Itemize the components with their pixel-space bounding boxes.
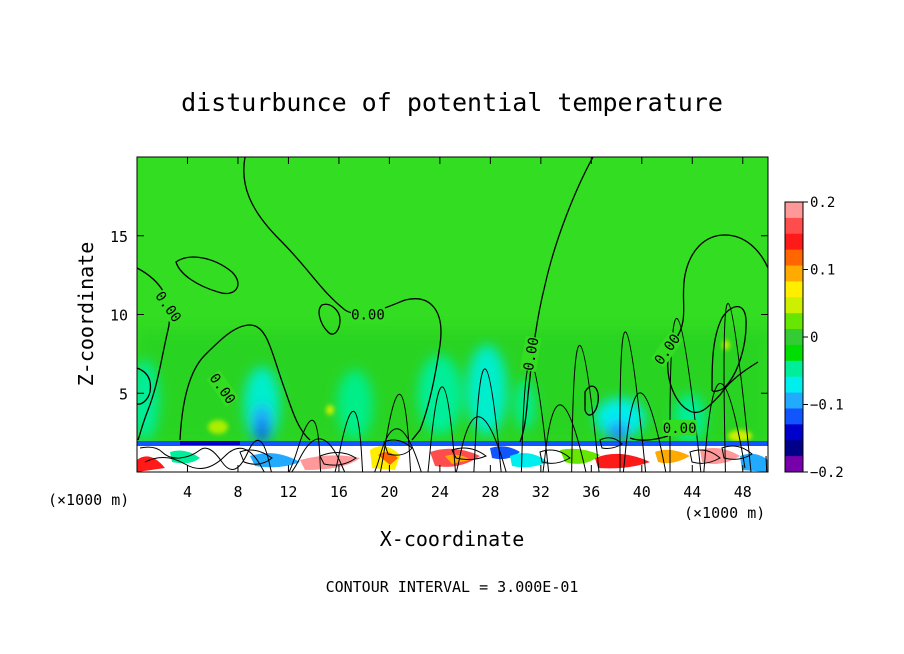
colorbar-swatch bbox=[785, 456, 803, 473]
x-tick-label: 20 bbox=[380, 483, 398, 501]
colorbar-swatch bbox=[785, 265, 803, 282]
contour-label: 0.00 bbox=[521, 336, 543, 372]
contour-label-bg bbox=[206, 370, 240, 408]
colorbar-swatch bbox=[785, 360, 803, 378]
y-tick-label: 5 bbox=[119, 385, 128, 403]
colorbar-swatch bbox=[785, 344, 803, 362]
colorbar-swatch bbox=[785, 249, 803, 267]
contour-label-bg bbox=[650, 330, 684, 368]
contour-label: 0.00 bbox=[663, 421, 697, 437]
x-tick-label: 32 bbox=[532, 483, 550, 501]
colorbar-swatch bbox=[785, 408, 803, 425]
chart-title: disturbunce of potential temperature bbox=[181, 88, 723, 117]
colorbar-tick-label: 0.1 bbox=[810, 263, 835, 279]
contour-label-bg bbox=[350, 306, 385, 323]
colorbar-swatch bbox=[785, 424, 803, 441]
colorbar-swatch bbox=[785, 233, 803, 251]
contour-label: 0.00 bbox=[351, 308, 385, 324]
x-tick-label: 4 bbox=[183, 483, 192, 501]
colorbar-swatch bbox=[785, 202, 803, 219]
surface-layer-colors bbox=[137, 441, 768, 472]
x-tick-label: 36 bbox=[582, 483, 600, 501]
x-tick-label: 12 bbox=[279, 483, 297, 501]
colorbar-tick-label: −0.2 bbox=[810, 465, 844, 481]
x-axis: 4 8 12 16 20 24 28 32 36 40 44 48 bbox=[183, 157, 752, 501]
colorbar-tick-label: 0.2 bbox=[810, 195, 835, 211]
field-cool-plumes bbox=[137, 345, 706, 445]
colorbar-swatch bbox=[785, 297, 803, 314]
x-tick-label: 28 bbox=[481, 483, 499, 501]
contour-label-bg bbox=[662, 419, 697, 436]
x-axis-label: X-coordinate bbox=[380, 527, 525, 551]
colorbar-swatch bbox=[785, 281, 803, 298]
x-tick-label: 24 bbox=[431, 483, 449, 501]
contour-label-bg bbox=[519, 335, 542, 373]
contour-interval-footer: CONTOUR INTERVAL = 3.000E-01 bbox=[326, 578, 579, 596]
surface-contours bbox=[139, 303, 768, 472]
colorbar: 0.2 0.1 0 −0.1 −0.2 bbox=[784, 195, 844, 481]
colorbar-tick-label: 0 bbox=[810, 330, 818, 346]
contour-label-bg bbox=[152, 288, 185, 326]
x-unit-right: (×1000 m) bbox=[684, 504, 765, 522]
y-axis: 5 10 15 bbox=[110, 228, 768, 403]
x-tick-label: 40 bbox=[633, 483, 651, 501]
colorbar-swatch bbox=[785, 376, 803, 394]
x-tick-label: 16 bbox=[330, 483, 348, 501]
y-tick-label: 15 bbox=[110, 228, 128, 246]
colorbar-swatch bbox=[785, 440, 803, 457]
y-tick-label: 10 bbox=[110, 307, 128, 325]
colorbar-swatch bbox=[785, 217, 803, 235]
x-unit-left: (×1000 m) bbox=[48, 491, 129, 509]
x-tick-label: 8 bbox=[233, 483, 242, 501]
colorbar-tick-label: −0.1 bbox=[810, 398, 844, 414]
colorbar-swatch bbox=[785, 313, 803, 330]
x-tick-label: 44 bbox=[683, 483, 701, 501]
x-tick-label: 48 bbox=[734, 483, 752, 501]
colorbar-swatch bbox=[785, 329, 803, 346]
y-axis-label: Z-coordinate bbox=[74, 242, 98, 387]
colorbar-swatch bbox=[785, 392, 803, 409]
